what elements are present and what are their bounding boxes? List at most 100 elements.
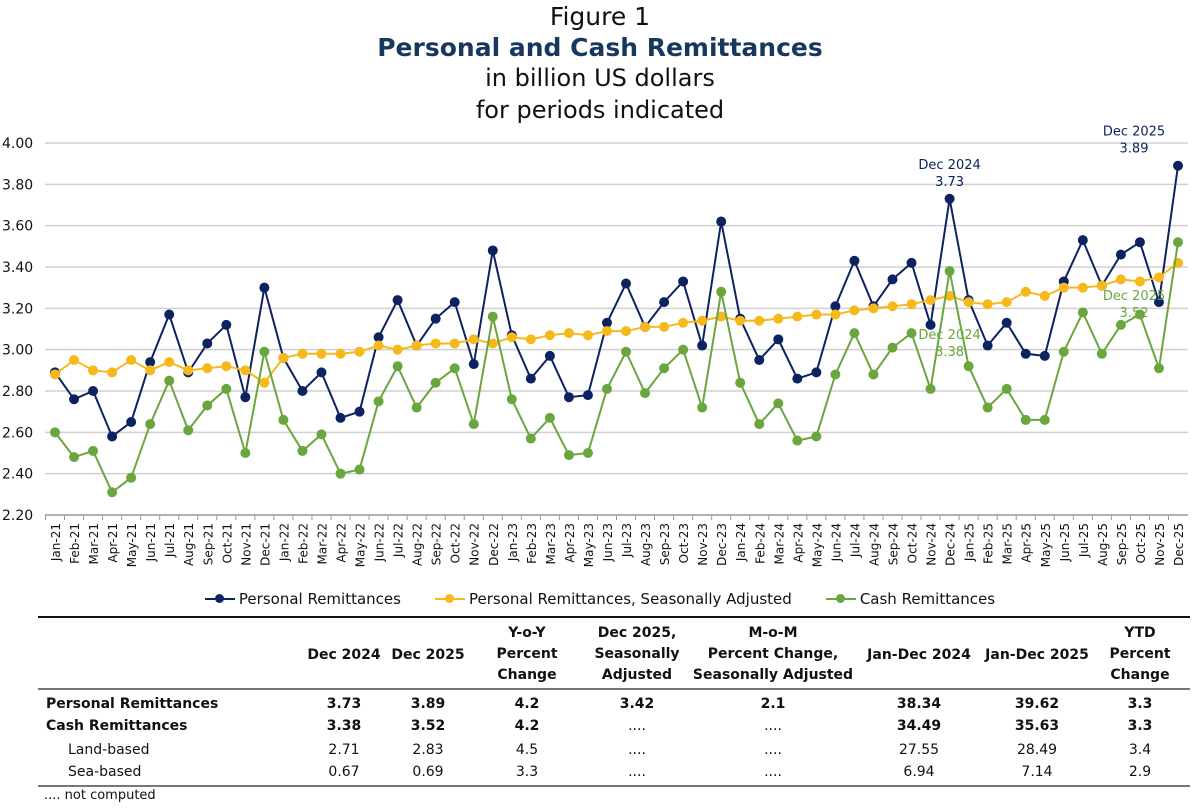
table-cell: 4.5: [515, 742, 539, 758]
data-point: [544, 330, 555, 341]
column-header-line: Y-o-Y: [508, 625, 546, 641]
annotation-value: 3.73: [935, 175, 964, 190]
data-point: [735, 315, 746, 326]
legend-label: Personal Remittances, Seasonally Adjuste…: [468, 590, 792, 608]
data-point: [278, 414, 289, 425]
table-cell: 3.3: [515, 764, 539, 780]
data-point: [887, 274, 898, 285]
data-point: [792, 435, 803, 446]
data-point: [50, 427, 60, 438]
data-point: [297, 348, 308, 359]
data-point: [906, 328, 917, 339]
data-point: [259, 346, 270, 357]
data-point: [316, 429, 327, 440]
data-point: [640, 321, 651, 332]
data-point: [392, 344, 403, 355]
footnote: .... not computed: [44, 788, 156, 803]
data-point: [563, 328, 574, 339]
x-tick-label: Nov-22: [468, 523, 482, 566]
data-point: [735, 377, 746, 388]
data-point: [830, 301, 841, 312]
annotation-label: Dec 2025: [1103, 125, 1165, 140]
chart-period: for periods indicated: [475, 96, 725, 124]
annotation-label: Dec 2025: [1103, 289, 1165, 304]
data-point: [944, 290, 955, 301]
x-tick-label: Jun-23: [601, 523, 615, 562]
column-header-line: Seasonally Adjusted: [692, 667, 854, 683]
data-point: [107, 367, 118, 378]
x-tick-label: Jan-22: [277, 523, 291, 562]
legend-item: Personal Remittances, Seasonally Adjuste…: [434, 590, 792, 608]
y-tick-label: 3.40: [2, 260, 33, 276]
x-tick-label: May-21: [125, 523, 139, 567]
x-tick-label: Apr-22: [335, 523, 349, 563]
x-tick-label: May-23: [582, 523, 596, 567]
table-cell: 34.49: [896, 718, 942, 734]
annotation-value: 3.52: [1120, 306, 1149, 321]
data-point: [773, 313, 784, 324]
data-point: [411, 402, 422, 413]
data-point: [525, 373, 536, 384]
data-point: [126, 355, 137, 365]
x-tick-label: Jul-21: [163, 523, 177, 558]
data-point: [773, 334, 784, 345]
figure-number: Figure 1: [549, 2, 651, 31]
data-point: [1153, 272, 1164, 283]
column-header-line: Adjusted: [601, 667, 673, 683]
x-tick-label: Jan-21: [49, 523, 63, 562]
data-point: [982, 299, 993, 310]
data-point: [1134, 276, 1145, 287]
y-tick-label: 3.00: [2, 343, 33, 359]
data-point: [1077, 235, 1088, 246]
data-point: [1077, 307, 1088, 318]
table-cell: ....: [628, 764, 646, 780]
table-cell: 3.73: [326, 696, 362, 712]
x-tick-label: Nov-23: [696, 523, 710, 566]
data-point: [925, 383, 936, 394]
table-cell: 4.2: [514, 696, 540, 712]
column-header: M-o-M Percent Change, Seasonally Adjusted: [693, 623, 853, 686]
chart-title: Personal and Cash Remittances: [377, 33, 823, 62]
row-label: Land-based: [68, 742, 150, 758]
table-cell: 2.83: [412, 742, 444, 758]
data-point: [392, 295, 403, 306]
data-point: [659, 321, 670, 332]
data-point: [544, 350, 555, 361]
x-tick-label: Oct-24: [906, 523, 920, 563]
column-header-line: Percent: [1109, 646, 1171, 662]
data-point: [963, 297, 974, 308]
data-point: [354, 406, 365, 417]
data-point: [830, 309, 841, 320]
data-point: [1058, 346, 1069, 357]
x-tick-label: Dec-21: [258, 523, 272, 566]
table-cell: 4.2: [514, 718, 540, 734]
legend-swatch-icon: [434, 594, 465, 603]
data-point: [1058, 282, 1069, 293]
data-point: [50, 369, 60, 380]
data-point: [145, 365, 156, 376]
y-tick-label: 2.80: [2, 384, 33, 400]
column-header-line: M-o-M: [748, 625, 798, 641]
table-cell: 2.9: [1128, 764, 1152, 780]
column-header-line: Dec 2025,: [597, 625, 677, 641]
data-point: [982, 340, 993, 351]
table-cell: 3.3: [1127, 718, 1153, 734]
data-point: [811, 309, 822, 320]
column-header: Y-o-Y Percent Change: [496, 623, 557, 686]
data-point: [563, 450, 574, 461]
x-tick-label: Mar-25: [1001, 523, 1015, 564]
data-point: [335, 348, 346, 359]
data-point: [468, 419, 479, 430]
x-tick-label: Jul-22: [392, 523, 406, 558]
data-point: [582, 448, 593, 458]
column-header-line: Jan-Dec 2024: [867, 647, 971, 663]
data-point: [107, 431, 118, 442]
x-tick-label: Oct-22: [449, 523, 463, 563]
data-point: [621, 326, 632, 337]
data-point: [373, 340, 384, 351]
column-header: Dec 2025, Seasonally Adjusted: [594, 623, 679, 686]
data-point: [126, 417, 137, 427]
data-point: [697, 402, 708, 413]
x-tick-label: Oct-25: [1134, 523, 1148, 563]
data-point: [316, 367, 327, 378]
